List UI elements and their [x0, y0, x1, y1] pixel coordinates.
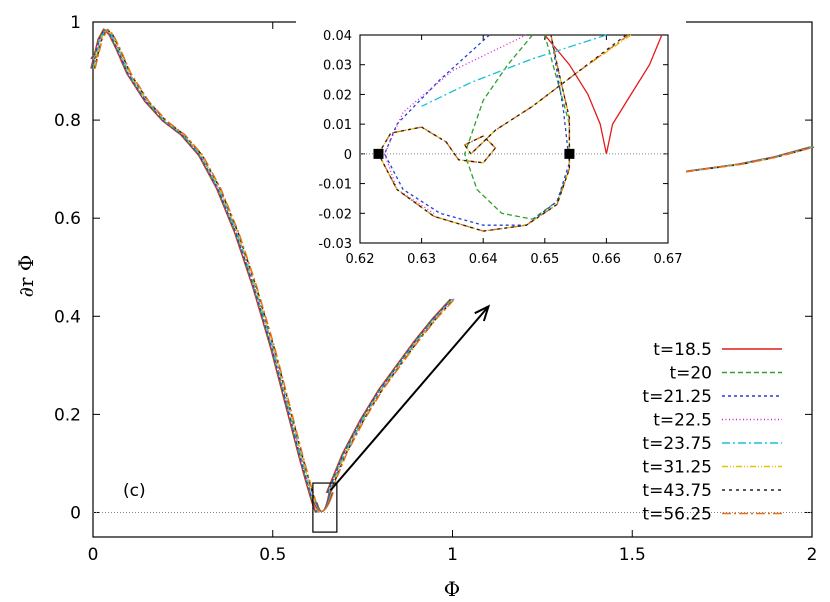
- y-tick-label: 0: [70, 503, 81, 523]
- series-path: [92, 28, 319, 513]
- legend-label: t=23.75: [642, 434, 712, 454]
- series-path: [92, 28, 319, 513]
- legend-label: t=22.5: [653, 411, 712, 431]
- y-tick-label: 1: [70, 13, 81, 33]
- series-path: [90, 28, 317, 513]
- inset-x-tick-label: 0.65: [530, 252, 559, 267]
- y-tick-label: 0.2: [54, 405, 81, 425]
- x-tick-label: 0.5: [259, 545, 286, 565]
- y-tick-label: 0.6: [54, 209, 81, 229]
- series-path: [91, 28, 318, 513]
- series-path: [93, 28, 320, 513]
- legend-label: t=20: [669, 364, 712, 384]
- series-path: [325, 298, 451, 494]
- inset-frame: [359, 34, 669, 244]
- x-tick-label: 1.5: [619, 545, 646, 565]
- x-tick-label: 2: [807, 545, 818, 565]
- x-tick-label: 0: [88, 545, 99, 565]
- inset-y-tick-label: -0.02: [318, 207, 352, 222]
- inset-series-path: [377, 34, 627, 232]
- series-path: [328, 298, 454, 494]
- inset-series-path: [377, 34, 629, 232]
- legend-label: t=21.25: [642, 387, 712, 407]
- series-path: [326, 298, 453, 494]
- y-tick-label: 0.8: [54, 111, 81, 131]
- inset-x-tick-label: 0.67: [654, 252, 683, 267]
- series-path: [328, 298, 454, 494]
- inset-y-tick-label: 0.04: [323, 29, 352, 44]
- y-tick-label: 0.4: [54, 307, 81, 327]
- inset-series-path: [421, 34, 607, 107]
- series-path: [329, 298, 456, 494]
- inset-x-tick-label: 0.66: [592, 252, 621, 267]
- series-path: [326, 298, 452, 494]
- zoom-arrow-head: [474, 304, 491, 322]
- inset-y-tick-label: 0.01: [323, 118, 352, 133]
- inset-y-tick-label: -0.01: [318, 178, 352, 193]
- legend-label: t=56.25: [642, 505, 712, 525]
- legend-label: t=18.5: [653, 340, 712, 360]
- inset-marker-square: [373, 148, 384, 159]
- x-tick-label: 1: [447, 545, 458, 565]
- series-path: [329, 298, 455, 494]
- inset-marker-square: [564, 148, 575, 159]
- zoom-box: [312, 482, 338, 533]
- inset-y-tick-label: -0.03: [318, 237, 352, 252]
- zoom-arrow-line: [329, 305, 490, 492]
- inset-x-tick-label: 0.64: [469, 252, 498, 267]
- panel-label: (c): [123, 481, 146, 501]
- series-path: [93, 28, 320, 513]
- inset-x-tick-label: 0.62: [346, 252, 375, 267]
- inset-y-tick-label: 0.03: [323, 59, 352, 74]
- x-axis-label: Φ: [444, 577, 460, 601]
- inset-series-path: [544, 34, 663, 155]
- series-path: [94, 53, 100, 60]
- inset-y-tick-label: 0.02: [323, 88, 352, 103]
- series-loop: [312, 492, 334, 512]
- legend-label: t=31.25: [642, 458, 712, 478]
- inset-x-tick-label: 0.63: [407, 252, 436, 267]
- y-axis-label: ∂r Φ: [14, 255, 38, 298]
- series-path: [327, 298, 453, 494]
- legend-label: t=43.75: [642, 481, 712, 501]
- inset-y-tick-label: 0: [344, 148, 352, 163]
- series-path: [94, 28, 321, 513]
- inset-series-path: [464, 34, 571, 220]
- series-path: [90, 28, 317, 513]
